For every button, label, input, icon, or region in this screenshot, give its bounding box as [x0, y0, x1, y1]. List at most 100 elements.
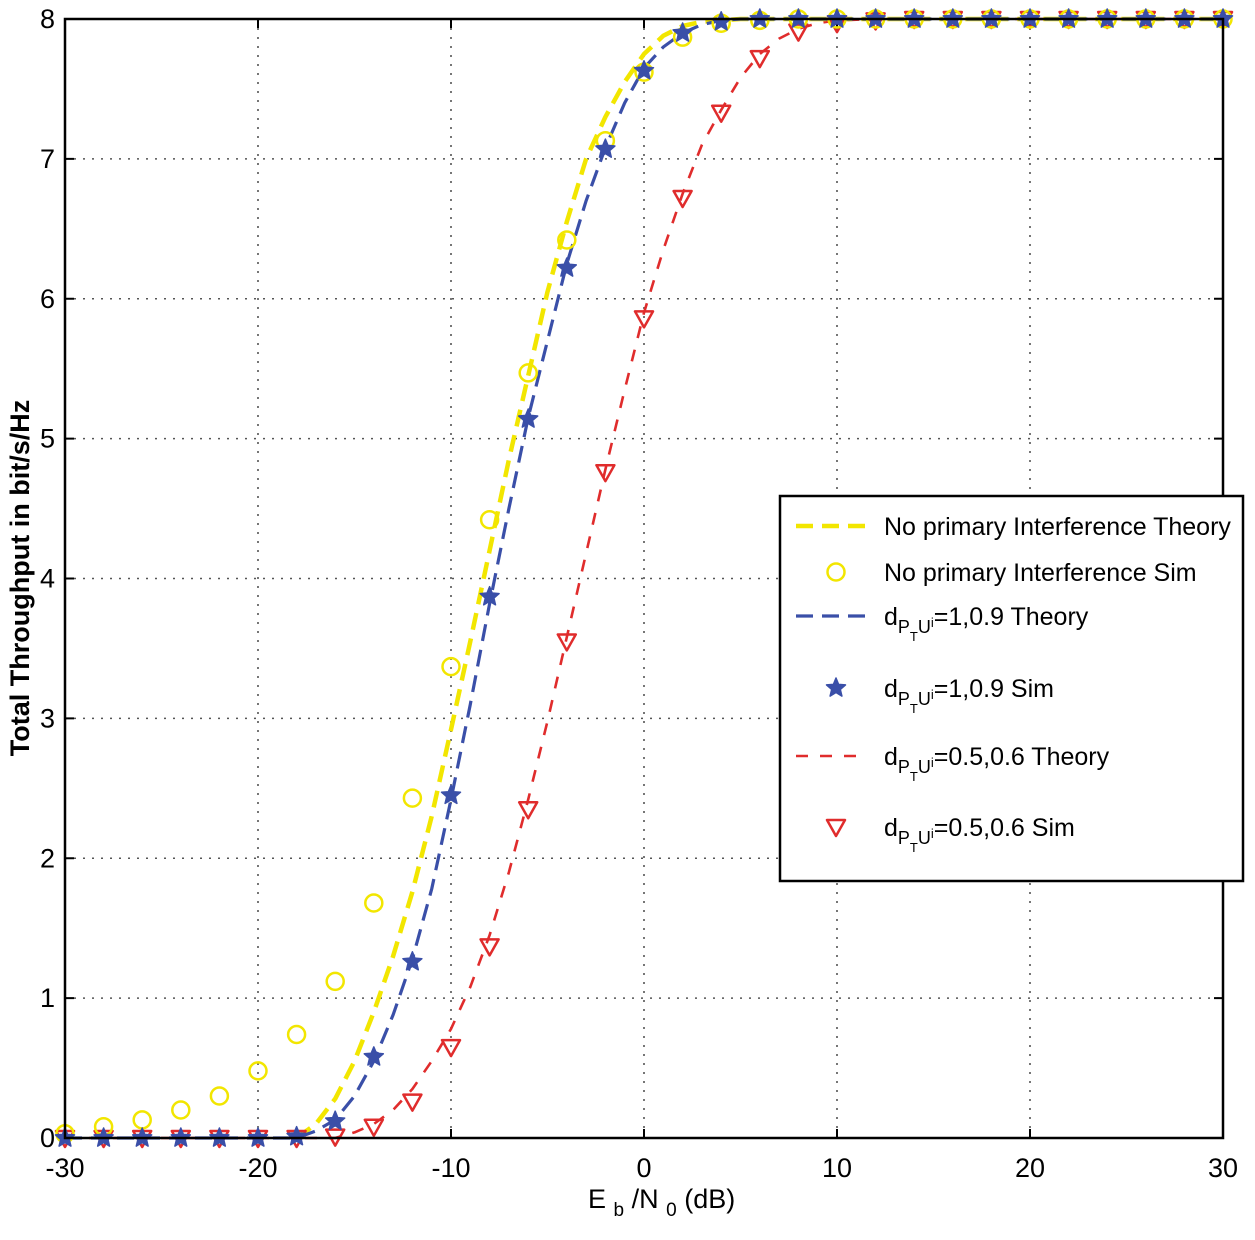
legend-box [778, 494, 1245, 883]
data-point [171, 1100, 191, 1120]
x-tick-label: 30 [1208, 1153, 1238, 1183]
y-tick-label: 4 [40, 564, 55, 594]
data-point [633, 310, 655, 329]
legend-label-main: d [884, 603, 898, 631]
legend-label-subsub: T [910, 629, 918, 644]
legend-label: dPTUi=1,0.9 Sim [884, 675, 1054, 716]
legend: No primary Interference Theory No primary… [778, 494, 1245, 883]
data-point [788, 23, 809, 42]
legend-label-sub2: U [918, 689, 931, 709]
data-point [479, 510, 500, 530]
data-point [363, 1046, 385, 1066]
legend-label-main: d [884, 814, 898, 842]
legend-label-supsub: i [931, 615, 934, 630]
x-axis-title-tail: (dB) [684, 1184, 735, 1214]
data-point [672, 189, 693, 209]
data-point [479, 585, 500, 606]
data-point [517, 801, 539, 820]
data-point [557, 230, 577, 250]
y-tick-label: 7 [40, 144, 55, 174]
legend-marker-sample [825, 818, 847, 838]
x-tick-label: 10 [822, 1153, 852, 1183]
y-tick-label: 2 [40, 843, 55, 873]
data-point [248, 1061, 268, 1081]
data-point [441, 656, 461, 677]
legend-label-tail: =1,0.9 Sim [934, 675, 1054, 703]
data-point [556, 633, 578, 652]
data-point [363, 1118, 385, 1138]
legend-label-tail: =1,0.9 Theory [934, 603, 1089, 631]
data-point [286, 1024, 307, 1045]
data-point [595, 138, 616, 158]
legend-label-sub2: U [918, 757, 931, 777]
legend-item: dPTUi=1,0.9 Sim [825, 675, 1054, 716]
legend-label-sub2: U [918, 828, 931, 848]
data-point [479, 938, 500, 957]
legend-label-supsub: i [931, 826, 934, 841]
data-point [440, 784, 462, 805]
x-axis-title-sub2: 0 [666, 1200, 677, 1221]
legend-label: No primary Interference Theory [884, 513, 1231, 541]
data-point [209, 1086, 230, 1106]
data-point [364, 893, 384, 913]
legend-item: dPTUi=0.5,0.6 Sim [825, 814, 1075, 855]
legend-label-subsub: T [910, 701, 918, 716]
data-point [324, 1110, 346, 1131]
legend-label-supsub: i [931, 755, 934, 770]
legend-label-sub: P [898, 828, 910, 848]
y-tick-label: 8 [40, 4, 55, 34]
data-point [518, 363, 538, 383]
legend-label-supsub: i [931, 687, 934, 702]
legend-label-sub: P [898, 757, 910, 777]
data-point [749, 49, 771, 69]
data-point [556, 257, 578, 277]
x-tick-label: -30 [45, 1153, 84, 1183]
x-tick-label: 20 [1015, 1153, 1045, 1183]
y-tick-label: 3 [40, 703, 55, 733]
legend-item: No primary Interference Theory [796, 513, 1231, 541]
data-point [440, 1038, 462, 1058]
x-axis-title: E b /N 0 (dB) [588, 1184, 735, 1222]
data-point [402, 1093, 423, 1112]
data-point [633, 60, 655, 80]
data-point [325, 971, 345, 992]
legend-label-subsub: T [910, 769, 918, 784]
legend-label-tail: =0.5,0.6 Theory [934, 743, 1110, 771]
series-line-4 [65, 17, 1223, 1140]
y-tick-label: 0 [40, 1123, 55, 1153]
legend-item: dPTUi=0.5,0.6 Theory [796, 743, 1110, 784]
legend-label-main: d [884, 675, 898, 703]
data-point [286, 1125, 307, 1146]
legend-label-sub: P [898, 617, 910, 637]
y-axis-title: Total Throughput in bit/s/Hz [5, 400, 35, 756]
legend-item: dPTUi=1,0.9 Theory [796, 603, 1089, 644]
legend-marker-sample [826, 562, 846, 582]
x-axis-title-sub1: b [614, 1200, 625, 1221]
x-tick-label: 0 [636, 1153, 651, 1183]
x-tick-label: -10 [431, 1153, 470, 1183]
legend-label: dPTUi=0.5,0.6 Sim [884, 814, 1075, 855]
legend-label-sub2: U [918, 617, 931, 637]
legend-label: dPTUi=0.5,0.6 Theory [884, 743, 1110, 784]
legend-label-subsub: T [910, 840, 918, 855]
legend-label-sub: P [898, 689, 910, 709]
data-point [402, 788, 423, 808]
y-tick-label: 1 [40, 983, 55, 1013]
y-tick-label: 5 [40, 424, 55, 454]
data-point [672, 22, 693, 42]
data-point [517, 408, 539, 428]
y-tick-label: 6 [40, 284, 55, 314]
x-axis-title-mid: /N [632, 1184, 659, 1214]
x-tick-label: -20 [238, 1153, 277, 1183]
legend-label-tail: =0.5,0.6 Sim [934, 814, 1075, 842]
data-point [595, 463, 616, 483]
axes: -30 -20 -10 0 10 20 30 0 1 2 3 4 5 6 7 8 [40, 4, 1238, 1183]
legend-item: No primary Interference Sim [826, 559, 1197, 587]
data-point [710, 104, 732, 123]
legend-marker-sample [825, 677, 847, 697]
legend-label-main: d [884, 743, 898, 771]
legend-label: dPTUi=1,0.9 Theory [884, 603, 1089, 644]
legend-label: No primary Interference Sim [884, 559, 1197, 587]
x-axis-title-main: E [588, 1184, 606, 1214]
